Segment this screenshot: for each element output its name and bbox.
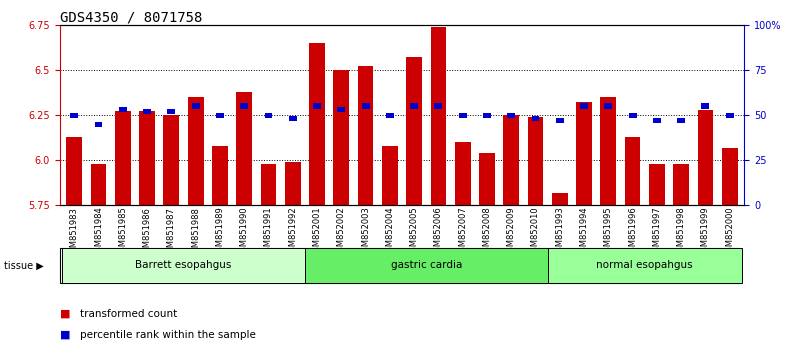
- Bar: [313, 103, 321, 109]
- Bar: [216, 113, 224, 118]
- Bar: [455, 142, 470, 205]
- Bar: [289, 116, 297, 121]
- Bar: [119, 107, 127, 112]
- Bar: [431, 27, 447, 205]
- Bar: [236, 92, 252, 205]
- Bar: [435, 103, 443, 109]
- Bar: [192, 103, 200, 109]
- Bar: [410, 103, 418, 109]
- Bar: [143, 109, 151, 114]
- Text: ■: ■: [60, 309, 70, 319]
- Bar: [600, 97, 616, 205]
- Bar: [722, 148, 738, 205]
- Bar: [334, 70, 349, 205]
- Bar: [386, 113, 394, 118]
- Bar: [361, 103, 369, 109]
- Bar: [479, 153, 495, 205]
- Bar: [649, 164, 665, 205]
- Bar: [264, 113, 272, 118]
- Bar: [309, 43, 325, 205]
- Bar: [701, 103, 709, 109]
- Bar: [95, 121, 103, 127]
- Bar: [66, 137, 82, 205]
- Text: Barrett esopahgus: Barrett esopahgus: [135, 261, 232, 270]
- Bar: [604, 103, 612, 109]
- Bar: [357, 66, 373, 205]
- Bar: [167, 109, 175, 114]
- Bar: [458, 113, 466, 118]
- Text: transformed count: transformed count: [80, 309, 177, 319]
- Bar: [62, 248, 305, 283]
- Bar: [507, 113, 515, 118]
- Text: tissue ▶: tissue ▶: [4, 261, 44, 270]
- Bar: [528, 117, 544, 205]
- Bar: [503, 115, 519, 205]
- Bar: [653, 118, 661, 123]
- Bar: [625, 137, 641, 205]
- Bar: [677, 118, 685, 123]
- Text: percentile rank within the sample: percentile rank within the sample: [80, 330, 256, 340]
- Bar: [483, 113, 491, 118]
- Bar: [188, 97, 204, 205]
- Bar: [576, 102, 592, 205]
- Bar: [305, 248, 548, 283]
- Bar: [697, 110, 713, 205]
- Text: ■: ■: [60, 330, 70, 340]
- Bar: [382, 146, 398, 205]
- Bar: [726, 113, 734, 118]
- Bar: [163, 115, 179, 205]
- Bar: [91, 164, 107, 205]
- Text: gastric cardia: gastric cardia: [391, 261, 462, 270]
- Bar: [260, 164, 276, 205]
- Bar: [338, 107, 345, 112]
- Bar: [552, 193, 568, 205]
- Bar: [240, 103, 248, 109]
- Bar: [70, 113, 78, 118]
- Bar: [406, 57, 422, 205]
- Text: normal esopahgus: normal esopahgus: [596, 261, 693, 270]
- Bar: [285, 162, 301, 205]
- Text: GDS4350 / 8071758: GDS4350 / 8071758: [60, 11, 202, 25]
- Bar: [556, 118, 564, 123]
- Bar: [212, 146, 228, 205]
- Bar: [115, 112, 131, 205]
- Bar: [139, 112, 155, 205]
- Bar: [548, 248, 742, 283]
- Bar: [629, 113, 637, 118]
- Bar: [532, 116, 540, 121]
- Bar: [673, 164, 689, 205]
- Bar: [580, 103, 588, 109]
